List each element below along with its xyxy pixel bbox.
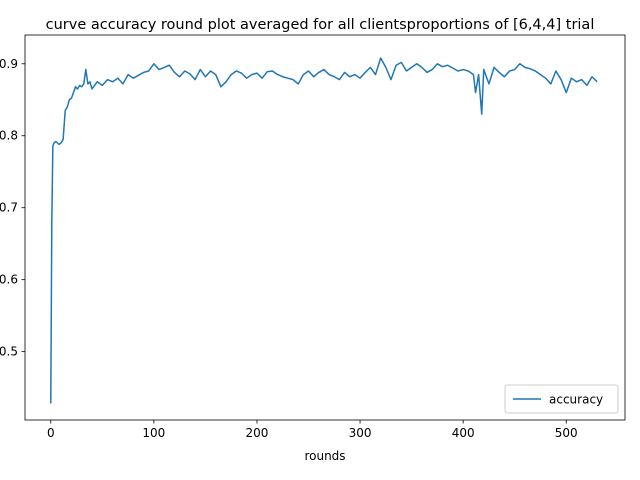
axes-frame [24,34,626,421]
chart-title: curve accuracy round plot averaged for a… [46,17,595,33]
y-tick-label: 0.5 [0,345,18,359]
x-tick-label: 400 [452,426,475,440]
x-tick-label: 200 [246,426,269,440]
legend-box [504,384,619,414]
y-tick-label: 0.9 [0,57,18,71]
legend-label: accuracy [549,393,603,407]
x-tick-label: 500 [555,426,578,440]
y-tick-label: 0.6 [0,273,18,287]
x-tick-label: 0 [47,426,55,440]
y-tick-label: 0.8 [0,129,18,143]
x-axis-label: rounds [304,449,345,463]
plot-area: 0 100 200 300 400 500 0.5 0.6 0.7 0.8 0.9 accuracy [0,34,626,440]
x-tick-label: 300 [349,426,372,440]
y-tick-label: 0.7 [0,201,18,215]
x-tick-label: 100 [142,426,165,440]
series-line-accuracy [50,57,598,404]
